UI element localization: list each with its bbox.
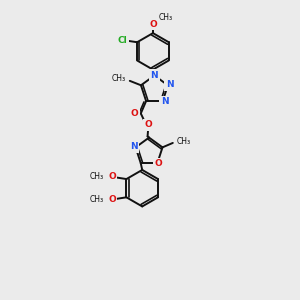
Text: Cl: Cl xyxy=(118,36,127,45)
Text: N: N xyxy=(151,71,158,80)
Text: CH₃: CH₃ xyxy=(158,13,172,22)
Text: O: O xyxy=(108,172,116,182)
Text: CH₃: CH₃ xyxy=(89,195,103,204)
Text: N: N xyxy=(130,142,137,151)
Text: CH₃: CH₃ xyxy=(89,172,103,182)
Text: N: N xyxy=(161,97,169,106)
Text: O: O xyxy=(145,120,152,129)
Text: O: O xyxy=(155,159,163,168)
Text: N: N xyxy=(166,80,174,89)
Text: O: O xyxy=(108,195,116,204)
Text: CH₃: CH₃ xyxy=(177,137,191,146)
Text: O: O xyxy=(149,20,157,29)
Text: CH₃: CH₃ xyxy=(112,74,126,83)
Text: O: O xyxy=(130,109,138,118)
